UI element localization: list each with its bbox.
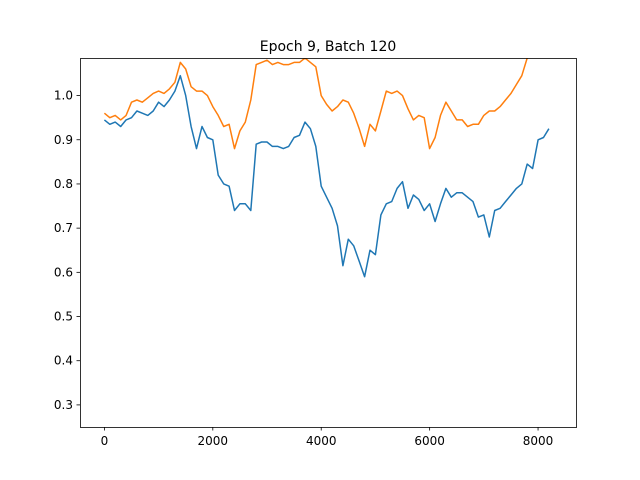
plot-frame <box>80 58 577 428</box>
series-line-1 <box>103 58 528 150</box>
y-tick-label: 0.3 <box>54 398 73 412</box>
y-axis: 0.3 0.4 0.5 0.6 0.7 0.8 0.9 1.0 <box>54 89 80 412</box>
series-line-2 <box>103 74 550 278</box>
y-tick-label: 0.9 <box>54 133 73 147</box>
x-tick-label: 0 <box>101 434 109 448</box>
x-axis: 0 2000 4000 6000 8000 <box>101 427 554 448</box>
x-tick-label: 4000 <box>306 434 337 448</box>
chart-title: Epoch 9, Batch 120 <box>260 39 397 55</box>
y-tick-label: 0.8 <box>54 177 73 191</box>
x-tick-label: 2000 <box>198 434 229 448</box>
y-tick-label: 0.6 <box>54 265 73 279</box>
x-tick-label: 8000 <box>523 434 554 448</box>
x-tick-label: 6000 <box>414 434 445 448</box>
y-tick-label: 0.7 <box>54 221 73 235</box>
y-tick-label: 0.5 <box>54 310 73 324</box>
y-tick-label: 1.0 <box>54 89 73 103</box>
y-tick-label: 0.4 <box>54 354 73 368</box>
plot-lines <box>103 58 550 278</box>
